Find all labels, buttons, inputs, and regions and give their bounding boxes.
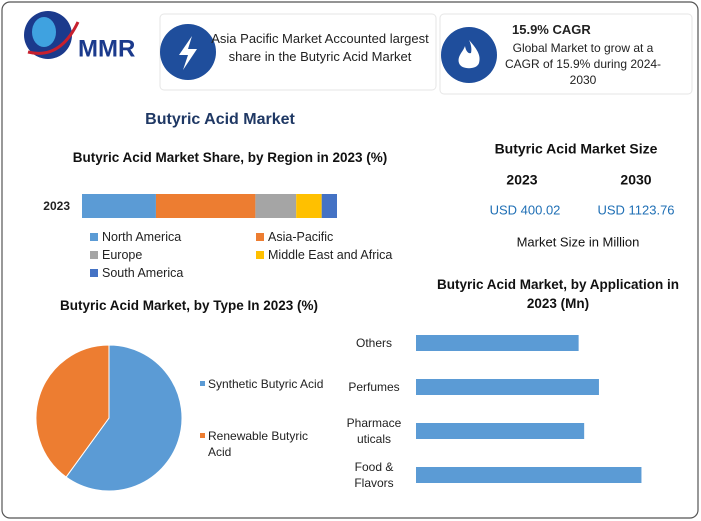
- chart-title: Butyric Acid Market, by Type In 2023 (%): [59, 298, 319, 313]
- legend-label: South America: [102, 266, 184, 280]
- legend-label: Europe: [102, 248, 143, 262]
- cagr-text: Global Market to grow at a CAGR of 15.9%…: [504, 41, 662, 87]
- bar-segment: [82, 194, 156, 218]
- y-tick-label: Pharmaceuticals: [346, 416, 402, 446]
- legend-swatch: [200, 381, 205, 386]
- legend-label: North America: [102, 230, 182, 244]
- bar: [416, 379, 599, 395]
- pie-slice: [65, 344, 183, 492]
- cagr-title: 15.9% CAGR: [512, 22, 591, 37]
- bar: [416, 423, 585, 439]
- legend-swatch: [256, 251, 264, 259]
- size-value: USD 400.02: [490, 202, 561, 217]
- size-note: Market Size in Million: [517, 234, 640, 249]
- legend-label: Synthetic Butyric Acid: [208, 377, 324, 391]
- legend-swatch: [200, 433, 205, 438]
- legend-swatch: [256, 233, 264, 241]
- bar-segment: [296, 194, 322, 218]
- pie-slice: [35, 344, 110, 478]
- chart-title: Butyric Acid Market Share, by Region in …: [72, 150, 388, 165]
- legend-swatch: [90, 269, 98, 277]
- logo-icon: [24, 11, 80, 59]
- y-tick-label: 2023: [43, 199, 70, 213]
- legend-label: Renewable Butyric Acid: [208, 429, 309, 459]
- bar: [416, 467, 642, 483]
- bar-segment: [155, 194, 256, 218]
- logo-text: MMR: [78, 35, 135, 62]
- bar: [416, 335, 579, 351]
- y-tick-label: Food & Flavors: [354, 460, 394, 490]
- flame-glyph: [458, 40, 480, 69]
- legend-label: Middle East and Africa: [268, 248, 393, 262]
- legend-swatch: [90, 233, 98, 241]
- y-tick-label: Others: [355, 336, 392, 350]
- size-year: 2030: [620, 172, 651, 188]
- main-title: Butyric Acid Market: [145, 111, 295, 128]
- bolt-glyph: [179, 36, 197, 70]
- cagr-box: [439, 13, 693, 95]
- highlight-text: Asia Pacific Market Accounted largest sh…: [211, 31, 429, 64]
- legend-swatch: [90, 251, 98, 259]
- size-year: 2023: [506, 172, 537, 188]
- y-tick-label: Perfumes: [348, 380, 400, 394]
- legend-label: Asia-Pacific: [268, 230, 334, 244]
- bar-segment: [321, 194, 337, 218]
- size-title: Butyric Acid Market Size: [495, 141, 658, 157]
- chart-title: Butyric Acid Market, by Application in 2…: [436, 277, 680, 311]
- size-value: USD 1123.76: [597, 202, 674, 217]
- bar-segment: [255, 194, 297, 218]
